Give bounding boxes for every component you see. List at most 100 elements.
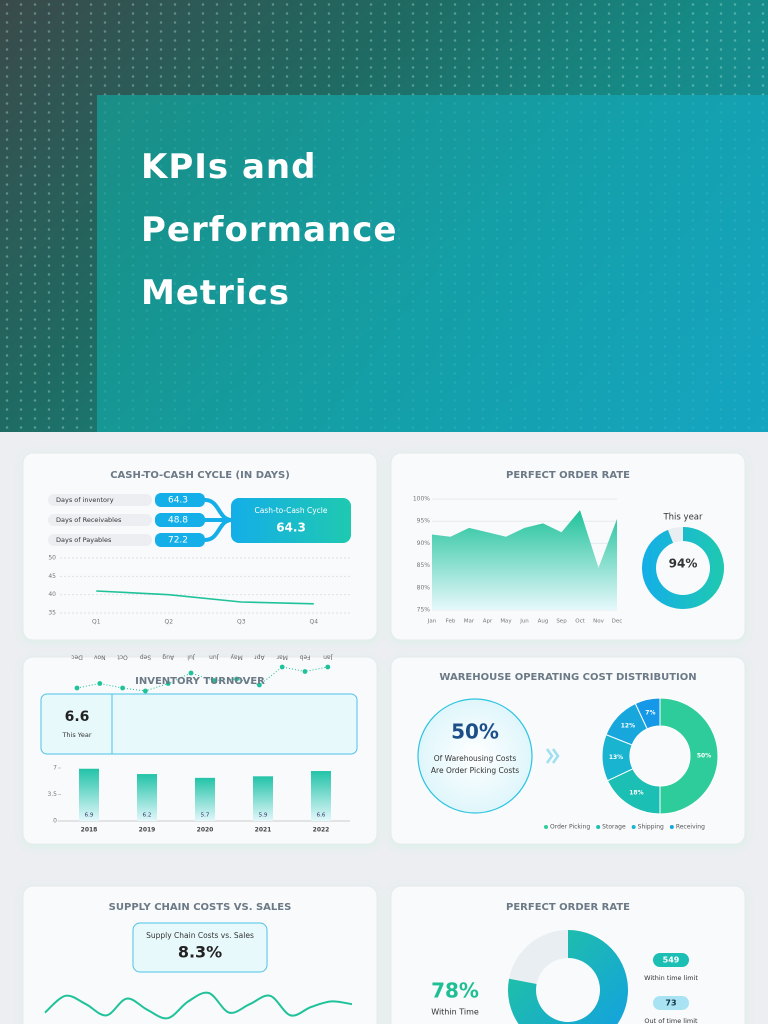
card-title: SUPPLY CHAIN COSTS VS. SALES: [109, 902, 292, 913]
card-title: CASH-TO-CASH CYCLE (IN DAYS): [110, 470, 290, 481]
donut-segment: [634, 697, 661, 730]
sparkline-dot: [120, 685, 125, 691]
x-tick-label: Apr: [483, 619, 493, 625]
card-title: WAREHOUSE OPERATING COST DISTRIBUTION: [439, 672, 696, 683]
count-value: 73: [665, 999, 676, 1008]
sparkline-dot: [188, 670, 194, 676]
sparkline-dot: [257, 682, 262, 688]
gauge-label: Within Time: [431, 1008, 479, 1017]
y-tick-label: 100%: [413, 496, 430, 503]
count-pill: [653, 953, 689, 967]
x-tick-label: Nov: [593, 619, 604, 625]
legend-swatch: [669, 825, 674, 829]
y-tick-label: 45: [48, 573, 56, 580]
x-tick-label: Mar: [464, 619, 475, 625]
x-tick-label: Q3: [237, 619, 246, 626]
sparkline-label: Jan: [323, 654, 333, 661]
line-series: [96, 590, 314, 605]
area-series: [432, 510, 617, 610]
x-tick-label: Q1: [92, 619, 101, 626]
bar: [79, 768, 99, 821]
highlight-text: Of Warehousing Costs Are Order Picking C…: [430, 754, 520, 775]
count-value: 549: [663, 956, 680, 965]
legend-swatch: [631, 825, 636, 829]
sparkline-label: Nov: [94, 654, 106, 661]
count-label: Within time limit: [644, 974, 698, 982]
y-tick-label: 50: [48, 555, 56, 562]
y-tick-label: 85%: [417, 562, 431, 569]
sparkline: [76, 666, 328, 692]
x-tick-label: Feb: [446, 619, 456, 625]
sparkline-label: Feb: [299, 654, 310, 661]
page-title: KPIs and Performance Metrics: [141, 147, 398, 313]
bar: [253, 776, 273, 821]
y-tick-label: 35: [48, 610, 56, 617]
highlight-value: 50%: [451, 720, 499, 744]
gauge-arc: [642, 527, 725, 609]
y-tick-label: 75%: [417, 607, 431, 614]
gauge-label: This year: [662, 513, 703, 523]
count-label: Out of time limit: [644, 1017, 698, 1024]
x-tick-label: Oct: [575, 619, 585, 625]
donut-label: 18%: [629, 790, 643, 797]
sparkline-label: Mar: [276, 654, 288, 661]
metric-value-pill: [155, 533, 205, 547]
donut-label: 7%: [645, 710, 655, 717]
x-tick-label: 2019: [139, 827, 156, 834]
dashboard-content: CASH-TO-CASH CYCLE (IN DAYS) Days of inve…: [22, 452, 746, 1024]
x-tick-label: Q4: [309, 619, 318, 626]
donut-label: 13%: [609, 754, 623, 761]
summary-box: [231, 498, 351, 543]
sparkline-dot: [325, 664, 331, 670]
sparkline-dot: [143, 688, 148, 694]
sparkline-dot: [302, 669, 308, 674]
summary-value: 64.3: [276, 521, 306, 535]
x-tick-label: 2021: [255, 827, 272, 834]
count-pill: [653, 996, 689, 1010]
legend-label: Shipping: [638, 824, 664, 831]
kpi-label: This Year: [61, 731, 91, 739]
x-tick-label: Sep: [556, 619, 567, 625]
x-tick-label: Aug: [538, 619, 549, 625]
bar-value-label: 5.9: [259, 813, 268, 819]
metric-value: 72.2: [168, 536, 188, 546]
highlight-circle: [417, 698, 533, 814]
x-tick-label: Jun: [519, 619, 529, 625]
x-tick-label: Dec: [612, 619, 623, 625]
hero-panel: [97, 95, 768, 432]
y-tick-label: 0: [53, 818, 57, 825]
legend-label: Order Picking: [550, 824, 590, 831]
y-tick-label: 40: [48, 591, 56, 598]
x-tick-label: 2020: [197, 827, 214, 834]
donut-label: 12%: [621, 722, 635, 729]
bar: [195, 777, 215, 821]
donut-label: 50%: [697, 753, 711, 760]
metric-label: Days of Receivables: [56, 516, 122, 524]
sparkline-label: Jun: [209, 654, 220, 661]
summary-label: Cash-to-Cash Cycle: [255, 506, 328, 515]
dashboard: CASH-TO-CASH CYCLE (IN DAYS) Days of inve…: [22, 452, 746, 1024]
kpi-value: 8.3%: [178, 943, 222, 962]
sparkline-label: Oct: [117, 654, 128, 661]
x-tick-label: 2022: [313, 827, 330, 834]
x-tick-label: Jan: [427, 619, 437, 625]
y-tick-label: 3.5: [47, 791, 57, 798]
bar-value-label: 5.7: [201, 813, 210, 819]
kpi-value: 6.6: [65, 709, 90, 725]
legend-swatch: [544, 825, 548, 829]
sparkline-dot: [211, 678, 217, 683]
hero: KPIs and Performance Metrics: [0, 0, 768, 432]
sparkline-dot: [234, 676, 240, 682]
highlight-text-box: Of Warehousing Costs Are Order Picking C…: [430, 754, 520, 775]
kpi-label: Supply Chain Costs vs. Sales: [146, 931, 254, 940]
legend-label: Receiving: [676, 824, 705, 831]
y-tick-label: 7: [53, 765, 57, 772]
sparkline-dot: [279, 664, 285, 670]
card-title: PERFECT ORDER RATE: [506, 902, 630, 913]
sparkline-dot: [74, 685, 80, 691]
metric-value: 64.3: [168, 496, 188, 506]
card-title: INVENTORY TURNOVER: [135, 676, 265, 687]
sparkline-label: Apr: [254, 654, 265, 661]
bar-value-label: 6.6: [317, 813, 326, 819]
